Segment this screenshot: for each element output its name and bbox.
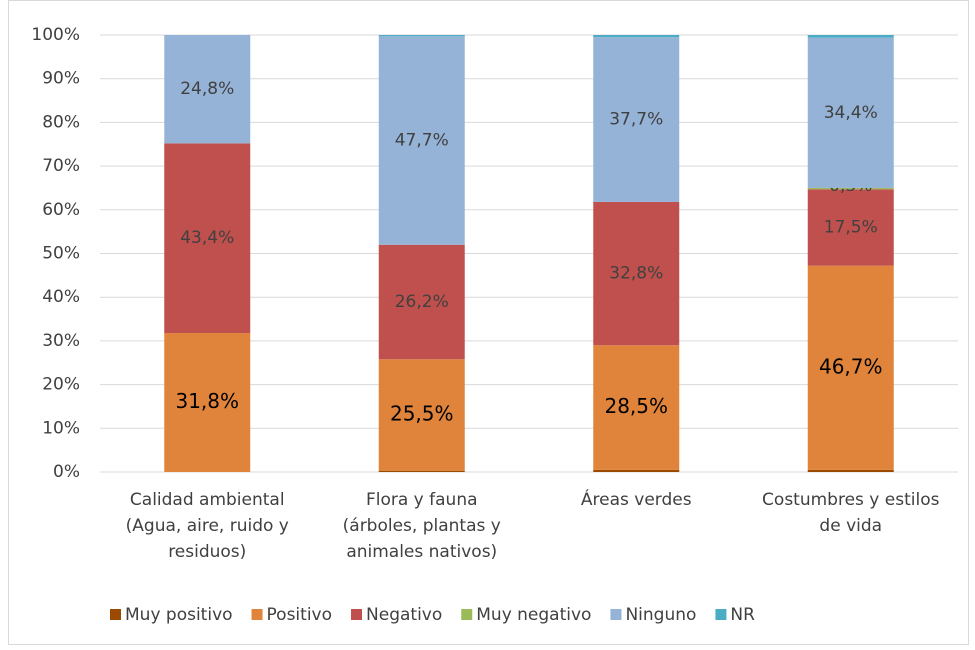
data-label: 17,5%	[824, 217, 878, 237]
y-tick-label: 100%	[31, 25, 80, 45]
legend-swatch	[351, 609, 363, 620]
data-label: 24,8%	[180, 79, 234, 99]
y-tick-label: 40%	[42, 287, 80, 307]
y-tick-label: 60%	[42, 200, 80, 220]
data-label: 31,8%	[175, 389, 239, 413]
bar-segment	[593, 37, 680, 202]
legend-swatch	[461, 609, 473, 620]
legend-label: Muy negativo	[476, 605, 591, 625]
bar-segment	[593, 469, 680, 472]
bar-segment	[807, 187, 894, 190]
x-tick-label: Áreas verdes	[581, 488, 692, 510]
legend-label: Positivo	[267, 605, 332, 625]
bar-segment	[378, 244, 465, 360]
chart-border	[8, 0, 969, 645]
y-tick-label: 0%	[53, 462, 80, 482]
bar-segment	[807, 469, 894, 472]
data-label: 37,7%	[609, 110, 663, 130]
data-label: 32,8%	[609, 264, 663, 284]
data-label: 28,5%	[604, 394, 668, 418]
y-tick-label: 70%	[42, 156, 80, 176]
bar-segment	[164, 35, 251, 144]
legend-label: Ninguno	[625, 605, 696, 625]
bar-segment	[164, 333, 251, 472]
data-label: 26,2%	[395, 292, 449, 312]
bar-segment	[807, 265, 894, 470]
bar-segment	[378, 359, 465, 471]
data-label: 34,4%	[824, 103, 878, 123]
x-tick-label: de vida	[819, 516, 882, 536]
bar-segment	[378, 36, 465, 245]
y-tick-label: 80%	[42, 112, 80, 132]
data-label: 46,7%	[819, 354, 883, 378]
data-label: 25,5%	[390, 401, 454, 425]
bar-segment	[593, 345, 680, 470]
bar-segment	[807, 37, 894, 188]
legend-swatch	[110, 609, 121, 620]
legend-label: Negativo	[366, 605, 442, 625]
legend-swatch	[251, 609, 263, 620]
x-tick-label: Calidad ambiental	[130, 490, 285, 510]
data-label: 43,4%	[180, 228, 234, 248]
y-tick-label: 50%	[42, 244, 80, 264]
x-tick-label: residuos)	[168, 542, 246, 562]
bar-segment	[593, 35, 680, 38]
bar-segment	[807, 189, 894, 266]
y-tick-label: 90%	[42, 69, 80, 89]
x-tick-label: Costumbres y estilos	[762, 490, 940, 510]
legend-swatch	[715, 609, 727, 620]
bar-segment	[164, 143, 251, 334]
legend-swatch	[610, 609, 622, 620]
bar-segment	[378, 470, 465, 472]
y-tick-label: 10%	[42, 418, 80, 438]
x-tick-label: Flora y fauna	[366, 490, 478, 510]
y-tick-label: 20%	[42, 375, 80, 395]
x-tick-label: (árboles, plantas y	[343, 516, 501, 536]
bar-segment	[807, 35, 894, 38]
legend-label: Muy positivo	[125, 605, 233, 625]
legend-label: NR	[730, 605, 755, 625]
y-tick-label: 30%	[42, 331, 80, 351]
data-label: 47,7%	[395, 131, 449, 151]
x-tick-label: animales nativos)	[346, 542, 497, 562]
x-tick-label: (Agua, aire, ruido y	[126, 516, 289, 536]
bar-segment	[593, 201, 680, 346]
bar-segment	[378, 35, 465, 37]
